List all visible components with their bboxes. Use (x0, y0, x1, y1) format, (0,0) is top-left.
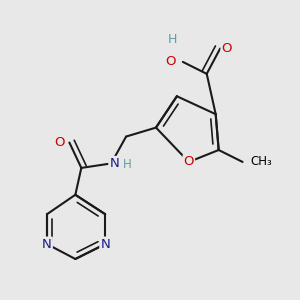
Text: H: H (123, 158, 132, 171)
Text: N: N (109, 157, 119, 170)
Text: N: N (42, 238, 52, 250)
Text: O: O (221, 42, 232, 55)
Text: O: O (54, 136, 65, 149)
Text: N: N (100, 238, 110, 250)
Text: O: O (184, 155, 194, 168)
Text: H: H (168, 33, 177, 46)
Text: O: O (165, 56, 175, 68)
Text: CH₃: CH₃ (250, 155, 272, 168)
